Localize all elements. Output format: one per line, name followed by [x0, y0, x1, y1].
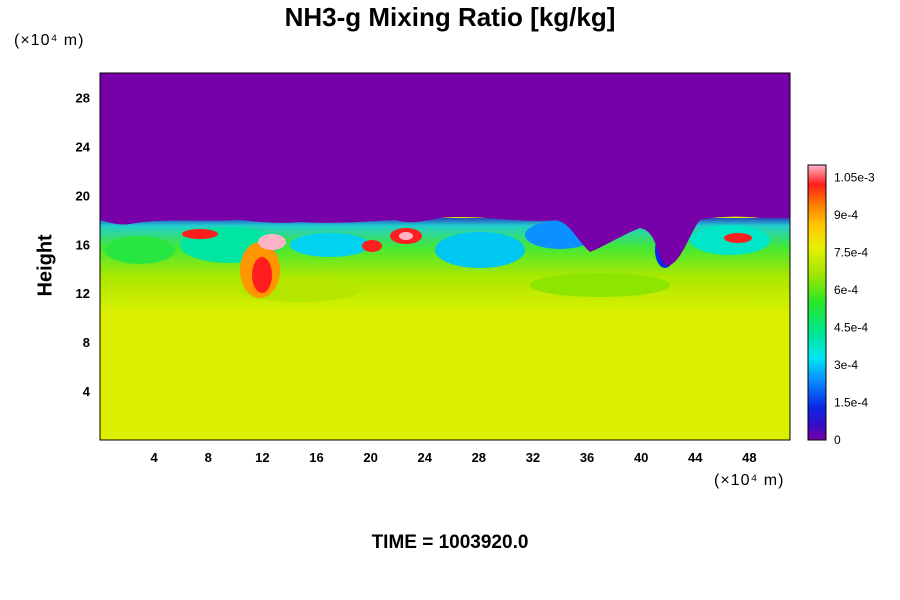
mixing-features — [105, 221, 770, 302]
feature-blob — [290, 233, 370, 257]
feature-blob — [399, 232, 413, 240]
feature-blob — [530, 273, 670, 297]
colorbar-tick-label: 1.5e-4 — [834, 396, 868, 410]
x-tick-label: 40 — [634, 450, 648, 465]
y-tick-label: 16 — [76, 237, 90, 252]
y-tick-label: 24 — [76, 139, 91, 154]
feature-blob — [105, 236, 175, 264]
colorbar-tick-label: 0 — [834, 433, 841, 447]
colorbar-labels: 0 1.5e-4 3e-4 4.5e-4 6e-4 7.5e-4 9e-4 1.05e-3 — [834, 171, 875, 448]
x-tick-label: 12 — [255, 450, 269, 465]
colorbar: 0 1.5e-4 3e-4 4.5e-4 6e-4 7.5e-4 9e-4 1.05e-3 — [807, 164, 875, 448]
chart-title: NH3-g Mixing Ratio [kg/kg] — [284, 2, 616, 32]
x-tick-label: 32 — [526, 450, 540, 465]
upper-region — [100, 73, 790, 266]
x-tick-label: 28 — [472, 450, 486, 465]
time-readout: TIME = 1003920.0 — [371, 532, 529, 553]
x-axis-ticks: 4 8 12 16 20 24 28 32 36 40 44 48 — [151, 450, 757, 465]
colorbar-tick-label: 4.5e-4 — [834, 321, 868, 335]
feature-blob — [258, 234, 286, 250]
x-tick-label: 16 — [309, 450, 323, 465]
y-tick-label: 12 — [76, 286, 90, 301]
colorbar-tick-label: 9e-4 — [834, 208, 858, 222]
feature-blob — [252, 257, 272, 293]
y-tick-label: 28 — [76, 90, 90, 105]
y-axis-ticks: 4 8 12 16 20 24 28 — [76, 90, 91, 399]
feature-blob — [724, 233, 752, 243]
x-axis-unit: (×10⁴ m) — [714, 472, 785, 489]
x-tick-label: 24 — [417, 450, 432, 465]
x-tick-label: 48 — [742, 450, 756, 465]
x-tick-label: 36 — [580, 450, 594, 465]
plot-frame — [99, 72, 791, 441]
feature-blob — [182, 229, 218, 239]
colorbar-tick-label: 3e-4 — [834, 358, 858, 372]
y-axis-unit: (×10⁴ m) — [14, 32, 85, 49]
x-tick-label: 44 — [688, 450, 703, 465]
colorbar-tick-label: 6e-4 — [834, 283, 858, 297]
colorbar-gradient — [807, 164, 827, 441]
x-tick-label: 4 — [151, 450, 159, 465]
plot-area — [99, 72, 791, 441]
y-tick-label: 8 — [83, 335, 90, 350]
feature-blob — [435, 232, 525, 268]
x-tick-label: 20 — [363, 450, 377, 465]
y-tick-label: 20 — [76, 188, 90, 203]
colorbar-tick-label: 7.5e-4 — [834, 246, 868, 260]
x-tick-label: 8 — [205, 450, 212, 465]
y-tick-label: 4 — [83, 384, 91, 399]
colorbar-tick-label: 1.05e-3 — [834, 171, 875, 185]
feature-blob — [362, 240, 382, 252]
